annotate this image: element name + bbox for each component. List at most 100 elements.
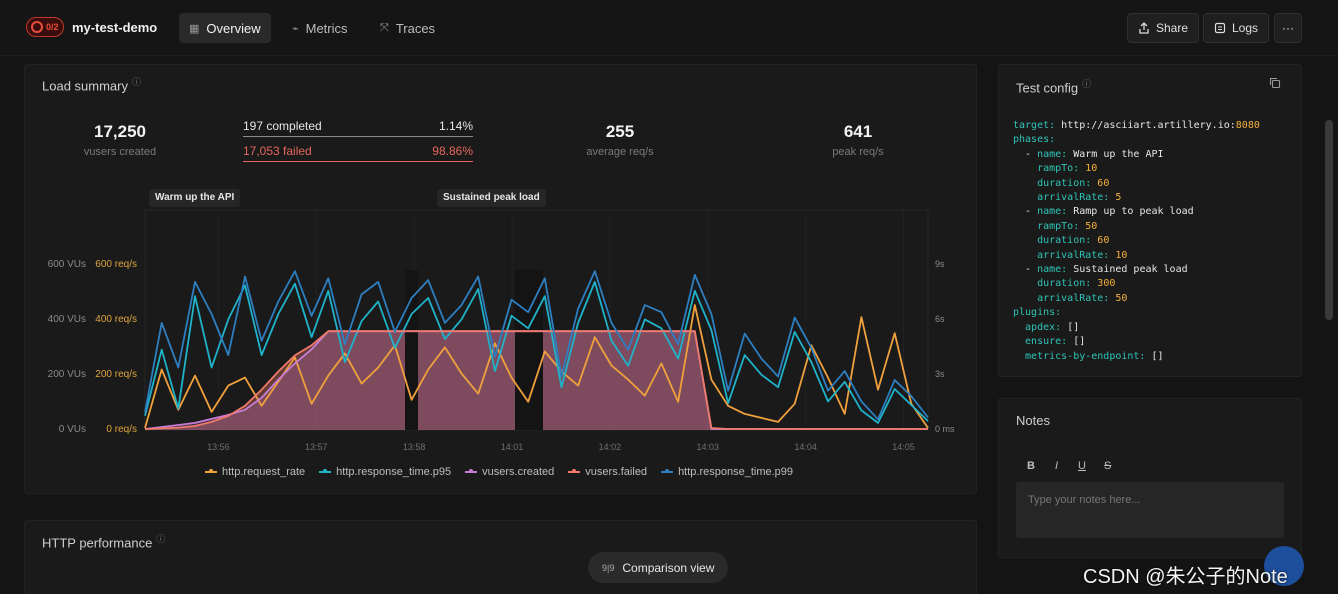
legend-swatch bbox=[319, 469, 332, 473]
yaml-line: plugins: bbox=[1013, 306, 1260, 320]
notes-input[interactable]: Type your notes here... bbox=[1016, 482, 1284, 538]
yaml-line: - name: Sustained peak load bbox=[1013, 263, 1260, 277]
share-button[interactable]: Share bbox=[1127, 13, 1200, 43]
yaml-token: Warm up the API bbox=[1073, 148, 1164, 160]
yaml-token: arrivalRate: bbox=[1013, 292, 1116, 304]
legend-swatch bbox=[568, 469, 581, 473]
legend-swatch bbox=[661, 469, 674, 473]
legend-item[interactable]: vusers.created bbox=[465, 466, 554, 478]
legend-swatch bbox=[465, 469, 478, 473]
legend-label: vusers.failed bbox=[585, 466, 648, 478]
yaml-line: - name: Warm up the API bbox=[1013, 148, 1260, 162]
failed-pct: 98.86% bbox=[432, 144, 473, 158]
comparison-view-button[interactable]: 9|9 Comparison view bbox=[588, 552, 729, 583]
logo[interactable]: 0/2 bbox=[26, 17, 64, 37]
yaml-token: 10 bbox=[1115, 249, 1128, 261]
chart-legend: http.request_rate http.response_time.p95 v… bbox=[205, 466, 793, 478]
more-menu-button[interactable]: ··· bbox=[1274, 13, 1302, 43]
completed-label: 197 completed bbox=[243, 119, 322, 133]
logs-icon bbox=[1214, 22, 1226, 34]
legend-item[interactable]: http.response_time.p95 bbox=[319, 466, 451, 478]
scrollbar[interactable] bbox=[1325, 120, 1333, 320]
logs-button[interactable]: Logs bbox=[1203, 13, 1270, 43]
yaml-token: rampTo: bbox=[1013, 220, 1086, 232]
legend-item[interactable]: vusers.failed bbox=[568, 466, 647, 478]
strikethrough-button[interactable]: S bbox=[1104, 460, 1112, 472]
yaml-token: 50 bbox=[1115, 292, 1128, 304]
completed-pct: 1.14% bbox=[438, 119, 473, 133]
yaml-token: 5 bbox=[1115, 192, 1122, 204]
help-icon[interactable]: ⓘ bbox=[1082, 79, 1092, 89]
yaml-token: ensure: bbox=[1013, 336, 1074, 348]
test-config-title: Test config ⓘ bbox=[1016, 77, 1091, 95]
traces-icon: ⤧ bbox=[380, 21, 389, 34]
phase-label-sustained: Sustained peak load bbox=[437, 189, 546, 207]
yaml-line: arrivalRate: 5 bbox=[1013, 191, 1260, 205]
tab-traces[interactable]: ⤧ Traces bbox=[370, 13, 445, 43]
yaml-line: - name: Ramp up to peak load bbox=[1013, 205, 1260, 219]
yaml-token: metrics-by-endpoint: bbox=[1013, 350, 1152, 362]
bold-button[interactable]: B bbox=[1027, 460, 1035, 472]
vusers-created-value: 17,250 bbox=[94, 122, 146, 141]
yaml-token: arrivalRate: bbox=[1013, 192, 1116, 204]
legend-label: http.response_time.p95 bbox=[336, 466, 452, 478]
yaml-token: Sustained peak load bbox=[1073, 264, 1188, 276]
legend-item[interactable]: http.response_time.p99 bbox=[661, 466, 793, 478]
peak-rps-label: peak req/s bbox=[832, 146, 884, 158]
failed-row: 17,053 failed 98.86% bbox=[243, 144, 473, 162]
yaml-line: duration: 60 bbox=[1013, 234, 1260, 248]
avatar[interactable] bbox=[1264, 546, 1304, 586]
yaml-token: [] bbox=[1073, 336, 1086, 348]
yaml-token: 60 bbox=[1097, 177, 1110, 189]
copy-icon[interactable] bbox=[1269, 77, 1281, 89]
yaml-token: duration: bbox=[1013, 177, 1098, 189]
http-performance-panel bbox=[24, 520, 977, 594]
tab-traces-label: Traces bbox=[395, 20, 436, 36]
italic-button[interactable]: I bbox=[1055, 460, 1059, 472]
yaml-token: - bbox=[1013, 148, 1038, 160]
tab-overview[interactable]: ▦ Overview bbox=[179, 13, 271, 43]
yaml-token: [] bbox=[1067, 321, 1080, 333]
yaml-token: http://asciiart.artillery.io: bbox=[1061, 120, 1236, 131]
tab-metrics[interactable]: ⌁ Metrics bbox=[282, 13, 358, 43]
top-bar: 0/2 my-test-demo ▦ Overview ⌁ Metrics ⤧ … bbox=[0, 0, 1338, 56]
yaml-token: duration: bbox=[1013, 235, 1098, 247]
share-icon bbox=[1139, 22, 1149, 34]
help-icon[interactable]: ⓘ bbox=[156, 534, 166, 544]
underline-button[interactable]: U bbox=[1078, 460, 1086, 472]
logo-icon bbox=[31, 21, 43, 33]
legend-swatch bbox=[205, 469, 217, 473]
logo-text: 0/2 bbox=[46, 22, 59, 32]
completed-row: 197 completed 1.14% bbox=[243, 119, 473, 137]
comparison-icon: 9|9 bbox=[602, 562, 615, 573]
vusers-created-label: vusers created bbox=[83, 146, 157, 158]
chart-icon: ⌁ bbox=[292, 22, 299, 35]
legend-item[interactable]: http.request_rate bbox=[205, 466, 305, 478]
share-label: Share bbox=[1156, 21, 1189, 35]
yaml-token: phases: bbox=[1013, 134, 1056, 146]
test-config-panel bbox=[998, 64, 1302, 377]
test-config-yaml: target: http://asciiart.artillery.io:808… bbox=[1013, 119, 1260, 364]
notes-title: Notes bbox=[1016, 413, 1050, 428]
legend-label: vusers.created bbox=[482, 466, 555, 478]
load-summary-title: Load summary ⓘ bbox=[42, 75, 141, 93]
yaml-line: duration: 60 bbox=[1013, 177, 1260, 191]
yaml-line: ensure: [] bbox=[1013, 335, 1260, 349]
test-config-title-text: Test config bbox=[1016, 80, 1079, 96]
yaml-token: - bbox=[1013, 264, 1038, 276]
yaml-token: [] bbox=[1151, 350, 1164, 362]
yaml-line: target: http://asciiart.artillery.io:808… bbox=[1013, 119, 1260, 133]
yaml-token: plugins: bbox=[1013, 307, 1062, 319]
help-icon[interactable]: ⓘ bbox=[131, 77, 141, 87]
yaml-token: 10 bbox=[1085, 163, 1098, 175]
tab-overview-label: Overview bbox=[206, 20, 261, 36]
legend-label: http.request_rate bbox=[222, 466, 306, 478]
yaml-token: - bbox=[1013, 206, 1038, 218]
avg-rps-value: 255 bbox=[605, 122, 635, 141]
logs-label: Logs bbox=[1232, 21, 1259, 35]
yaml-token: rampTo: bbox=[1013, 163, 1086, 175]
http-performance-title-text: HTTP performance bbox=[42, 535, 153, 551]
yaml-token: duration: bbox=[1013, 278, 1098, 290]
yaml-token: arrivalRate: bbox=[1013, 249, 1116, 261]
app-title[interactable]: my-test-demo bbox=[72, 20, 158, 35]
